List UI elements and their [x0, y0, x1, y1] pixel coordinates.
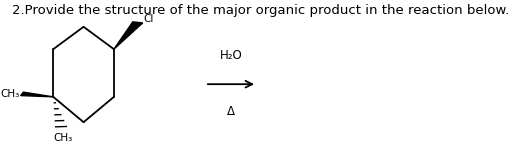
- Text: CH₃: CH₃: [1, 89, 20, 99]
- Polygon shape: [21, 92, 53, 97]
- Text: 2.Provide the structure of the major organic product in the reaction below.: 2.Provide the structure of the major org…: [12, 4, 509, 17]
- Text: Δ: Δ: [227, 104, 235, 118]
- Polygon shape: [114, 22, 143, 49]
- Text: CH₃: CH₃: [54, 133, 73, 143]
- Text: Cl: Cl: [143, 14, 153, 24]
- Text: H₂O: H₂O: [220, 49, 242, 62]
